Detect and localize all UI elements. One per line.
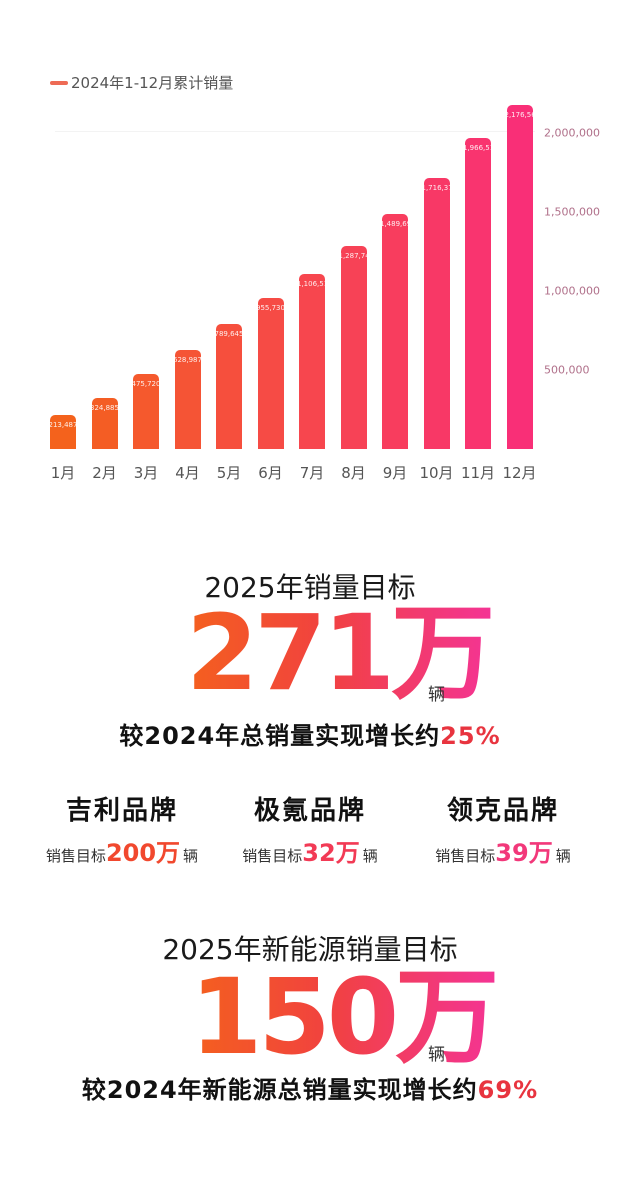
bar-11[interactable]: 1,966,512 — [463, 138, 493, 449]
brand-target-unit: 辆 — [362, 847, 378, 865]
bar-value-label: 2,176,567 — [504, 111, 535, 120]
brand-lynkco: 领克品牌 销售目标39万 辆 — [403, 790, 603, 868]
nev-2025-unit: 辆 — [428, 1045, 445, 1065]
target-2025-value: 271万 — [186, 592, 495, 714]
brand-name: 吉利品牌 — [65, 796, 178, 826]
y-tick-label: 500,000 — [544, 363, 590, 377]
bar-12[interactable]: 2,176,567 — [504, 105, 535, 449]
brand-target-value: 39万 — [495, 839, 553, 867]
bar-1[interactable]: 213,487 — [48, 415, 78, 449]
bar-8[interactable]: 1,287,741 — [338, 245, 369, 449]
brand-target-label: 销售目标 — [435, 847, 496, 865]
bar-value-label: 789,645 — [214, 330, 244, 339]
growth-text: 较2024年新能源总销量实现增长约 — [81, 1076, 478, 1104]
bar-value-label: 475,720 — [131, 379, 161, 388]
x-tick-label: 12月 — [502, 464, 537, 482]
bar-3[interactable]: 475,720 — [131, 373, 161, 449]
x-tick-label: 4月 — [175, 464, 200, 482]
x-tick-label: 1月 — [50, 464, 76, 482]
nev-2025-value: 150万 — [190, 956, 499, 1078]
legend-swatch — [50, 80, 68, 85]
bar-6[interactable]: 955,730 — [256, 297, 285, 449]
nev-2025-title: 2025年新能源销量目标 — [162, 933, 458, 966]
bar-value-label: 1,287,741 — [338, 251, 369, 260]
x-tick-label: 3月 — [133, 464, 159, 482]
growth-percent: 25% — [440, 722, 501, 750]
brand-name: 极氪品牌 — [253, 796, 366, 826]
target-2025-title: 2025年销量目标 — [204, 571, 416, 604]
brand-geely: 吉利品牌 销售目标200万 辆 — [22, 790, 222, 868]
bar-2[interactable]: 324,885 — [90, 397, 119, 449]
target-2025-growth: 较2024年总销量实现增长约25% — [0, 716, 620, 751]
brand-target-value: 32万 — [302, 839, 360, 867]
brand-zeekr: 极氪品牌 销售目标32万 辆 — [210, 790, 410, 868]
brand-target-label: 销售目标 — [45, 847, 106, 865]
brand-name: 领克品牌 — [446, 796, 559, 826]
chart-legend[interactable]: 2024年1-12月累计销量 — [50, 72, 233, 93]
brand-target-label: 销售目标 — [242, 847, 303, 865]
y-tick-label: 2,000,000 — [544, 126, 600, 140]
bar-value-label: 1,966,512 — [463, 144, 493, 153]
legend-label: 2024年1-12月累计销量 — [71, 74, 234, 92]
x-tick-label: 8月 — [341, 464, 366, 482]
growth-text: 较2024年总销量实现增长约 — [119, 722, 441, 750]
target-2025-unit: 辆 — [428, 685, 445, 705]
bar-5[interactable]: 789,645 — [214, 324, 244, 449]
bar-value-label: 1,716,376 — [421, 183, 452, 192]
cumulative-sales-chart: 2024年1-12月累计销量 500,000 1,000,000 1,500,000… — [0, 0, 620, 500]
x-tick-label: 6月 — [258, 464, 283, 482]
x-tick-label: 5月 — [216, 464, 242, 482]
brand-target: 销售目标200万 辆 — [22, 833, 222, 868]
bar-10[interactable]: 1,716,376 — [421, 177, 452, 449]
x-tick-label: 10月 — [419, 464, 454, 482]
bar-4[interactable]: 628,987 — [173, 349, 202, 449]
bar-value-label: 213,487 — [48, 421, 78, 430]
bar-value-label: 955,730 — [256, 303, 285, 312]
y-tick-label: 1,000,000 — [544, 284, 600, 298]
x-tick-label: 7月 — [299, 464, 325, 482]
brand-target-unit: 辆 — [183, 847, 199, 865]
bar-9[interactable]: 1,489,690 — [380, 213, 410, 449]
nev-2025-growth: 较2024年新能源总销量实现增长约69% — [0, 1070, 620, 1105]
bar-7[interactable]: 1,106,512 — [297, 274, 327, 449]
bar-value-label: 628,987 — [173, 355, 202, 364]
growth-percent: 69% — [477, 1076, 539, 1104]
y-tick-label: 1,500,000 — [544, 205, 600, 219]
x-tick-label: 11月 — [460, 464, 496, 482]
bar-value-label: 1,489,690 — [380, 219, 410, 228]
brand-target-unit: 辆 — [555, 847, 571, 865]
brand-target: 销售目标39万 辆 — [403, 833, 603, 868]
x-tick-label: 2月 — [92, 464, 117, 482]
bar-value-label: 1,106,512 — [297, 280, 327, 289]
brand-target-value: 200万 — [105, 839, 181, 867]
brand-target: 销售目标32万 辆 — [210, 833, 410, 868]
x-tick-label: 9月 — [382, 464, 408, 482]
bar-value-label: 324,885 — [90, 403, 119, 412]
gridline — [55, 131, 535, 132]
